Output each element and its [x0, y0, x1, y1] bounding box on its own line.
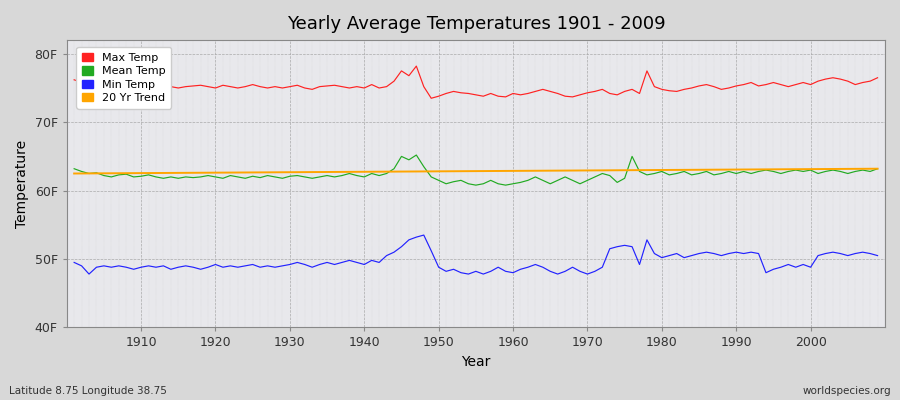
X-axis label: Year: Year: [461, 355, 491, 369]
Y-axis label: Temperature: Temperature: [15, 140, 29, 228]
Text: worldspecies.org: worldspecies.org: [803, 386, 891, 396]
Title: Yearly Average Temperatures 1901 - 2009: Yearly Average Temperatures 1901 - 2009: [286, 15, 665, 33]
Legend: Max Temp, Mean Temp, Min Temp, 20 Yr Trend: Max Temp, Mean Temp, Min Temp, 20 Yr Tre…: [76, 47, 171, 109]
Text: Latitude 8.75 Longitude 38.75: Latitude 8.75 Longitude 38.75: [9, 386, 166, 396]
